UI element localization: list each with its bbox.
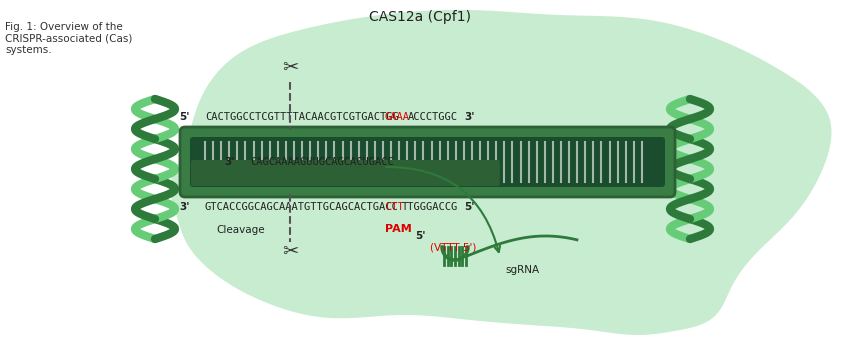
Text: 5': 5' [464, 202, 475, 212]
FancyBboxPatch shape [190, 137, 665, 187]
Text: Cleavage: Cleavage [216, 225, 265, 235]
Text: 5': 5' [415, 231, 425, 241]
Text: sgRNA: sgRNA [505, 265, 539, 275]
Polygon shape [170, 10, 831, 335]
Text: ✂: ✂ [282, 243, 298, 262]
Text: ✂: ✂ [282, 58, 298, 76]
Text: 5': 5' [179, 112, 190, 122]
FancyBboxPatch shape [180, 127, 675, 197]
Text: TTGGGACCG: TTGGGACCG [402, 202, 458, 212]
Text: 3': 3' [179, 202, 190, 212]
Text: GAAA: GAAA [385, 112, 410, 122]
Text: CACTGGCCTCGTTTTACAACGTCGTGACTGG: CACTGGCCTCGTTTTACAACGTCGTGACTGG [205, 112, 399, 122]
Text: CTT: CTT [385, 202, 404, 212]
Text: 3': 3' [464, 112, 475, 122]
Text: (VTTT 5'): (VTTT 5') [430, 242, 476, 252]
Text: GTCACCGGCAGCAAATGTTGCAGCACTGACC: GTCACCGGCAGCAAATGTTGCAGCACTGACC [205, 202, 399, 212]
FancyBboxPatch shape [191, 160, 500, 186]
Text: CAS12a (Cpf1): CAS12a (Cpf1) [369, 10, 471, 24]
Text: CAGCAAAAGUUGCAGCACUGACC: CAGCAAAAGUUGCAGCACUGACC [250, 157, 393, 167]
Text: ACCCTGGC: ACCCTGGC [408, 112, 458, 122]
Text: Fig. 1: Overview of the
CRISPR-associated (Cas)
systems.: Fig. 1: Overview of the CRISPR-associate… [5, 22, 132, 55]
Text: 3': 3' [225, 157, 235, 167]
Text: PAM: PAM [385, 224, 412, 234]
